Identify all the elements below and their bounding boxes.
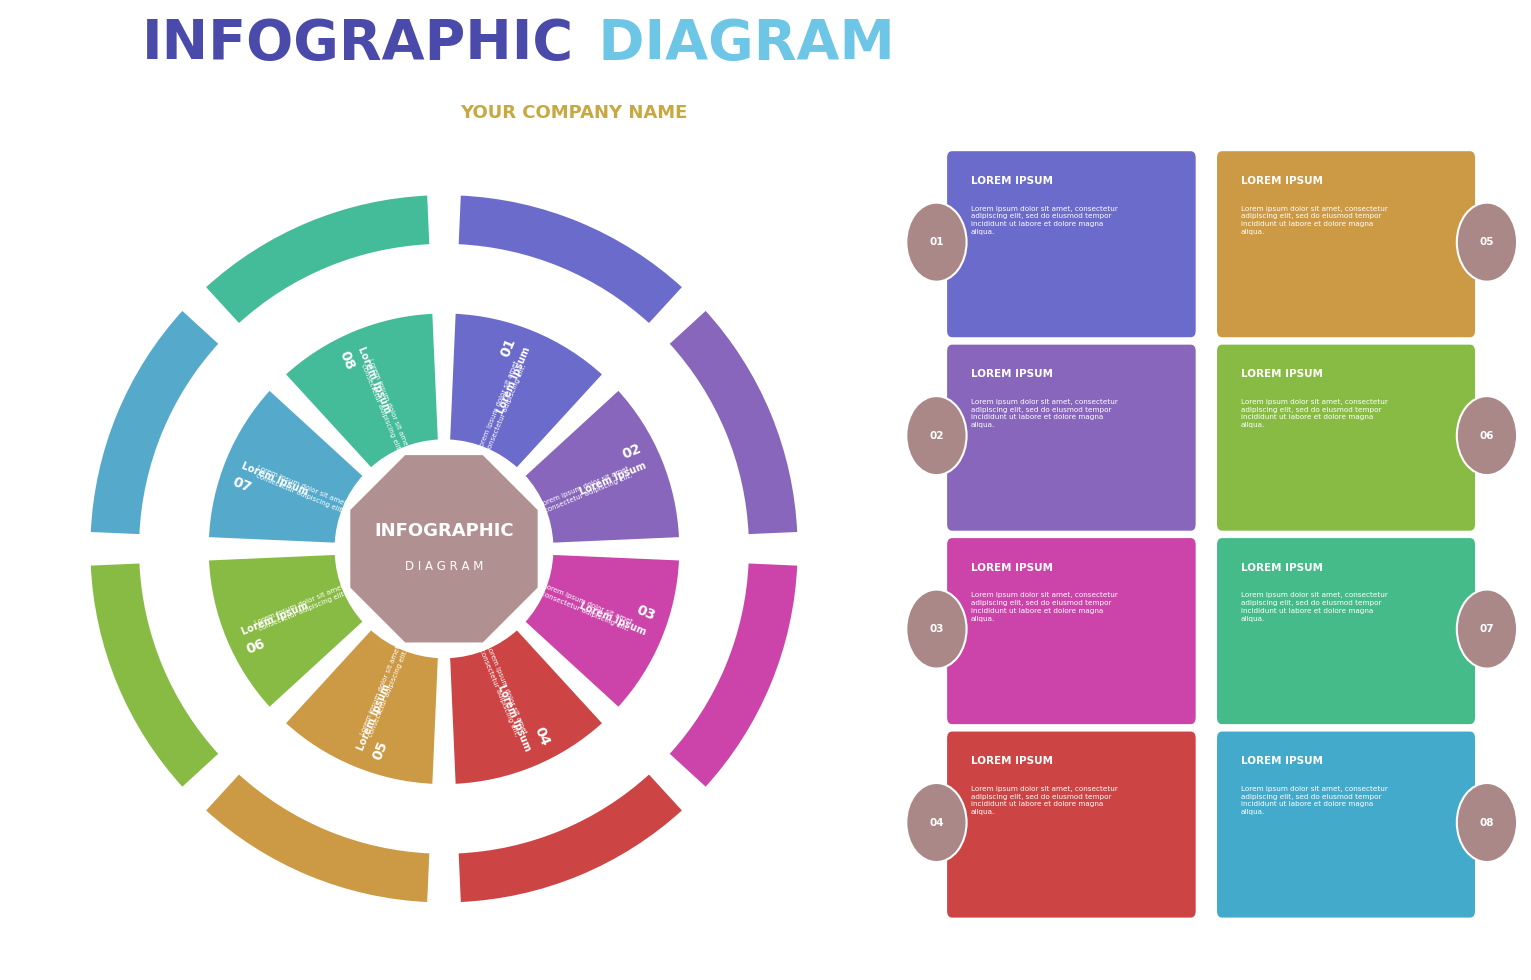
Wedge shape [208, 389, 364, 544]
FancyBboxPatch shape [1217, 345, 1474, 531]
Text: LOREM IPSUM: LOREM IPSUM [971, 175, 1053, 186]
Text: 03: 03 [929, 624, 943, 634]
Circle shape [1458, 396, 1517, 475]
Text: Lorem ipsum dolor sit amet, consectetur
adipiscing elit, sed do eiusmod tempor
i: Lorem ipsum dolor sit amet, consectetur … [971, 206, 1118, 235]
Text: Lorem Ipsum: Lorem Ipsum [496, 345, 533, 415]
Text: Lorem ipsum dolor sit amet, consectetur
adipiscing elit, sed do eiusmod tempor
i: Lorem ipsum dolor sit amet, consectetur … [1240, 786, 1387, 815]
Wedge shape [208, 554, 364, 709]
Text: Lorem Ipsum: Lorem Ipsum [579, 601, 648, 637]
Text: LOREM IPSUM: LOREM IPSUM [971, 369, 1053, 379]
Wedge shape [285, 313, 439, 469]
Text: LOREM IPSUM: LOREM IPSUM [1240, 369, 1323, 379]
Text: 07: 07 [1479, 624, 1494, 634]
Text: Lorem Ipsum: Lorem Ipsum [240, 601, 309, 637]
Text: Lorem Ipsum: Lorem Ipsum [355, 683, 392, 753]
Text: 02: 02 [620, 441, 643, 462]
Text: Lorem ipsum dolor sit amet, consectetur
adipiscing elit, sed do eiusmod tempor
i: Lorem ipsum dolor sit amet, consectetur … [971, 399, 1118, 428]
Text: 08: 08 [1479, 817, 1494, 827]
Text: 06: 06 [1479, 430, 1494, 441]
Text: 03: 03 [634, 603, 657, 623]
Text: Lorem Ipsum: Lorem Ipsum [496, 683, 533, 753]
Text: Lorem ipsum dolor sit amet, consectetur
adipiscing elit, sed do eiusmod tempor
i: Lorem ipsum dolor sit amet, consectetur … [1240, 399, 1387, 428]
Text: LOREM IPSUM: LOREM IPSUM [971, 563, 1053, 572]
Text: INFOGRAPHIC: INFOGRAPHIC [142, 17, 574, 71]
Text: Lorem ipsum dolor sit amet, consectetur
adipiscing elit, sed do eiusmod tempor
i: Lorem ipsum dolor sit amet, consectetur … [1240, 593, 1387, 621]
Text: 04: 04 [531, 725, 551, 749]
Text: LOREM IPSUM: LOREM IPSUM [1240, 175, 1323, 186]
Wedge shape [458, 194, 684, 325]
Wedge shape [204, 772, 430, 904]
Text: Lorem ipsum dolor sit amet,
consectetur adipiscing elit.: Lorem ipsum dolor sit amet, consectetur … [360, 643, 410, 740]
Text: Lorem ipsum dolor sit amet,
consectetur adipiscing elit.: Lorem ipsum dolor sit amet, consectetur … [360, 358, 410, 455]
Text: Lorem ipsum dolor sit amet,
consectetur adipiscing elit.: Lorem ipsum dolor sit amet, consectetur … [539, 465, 635, 515]
Text: YOUR COMPANY NAME: YOUR COMPANY NAME [461, 104, 687, 122]
Wedge shape [458, 772, 684, 904]
Text: Lorem ipsum dolor sit amet,
consectetur adipiscing elit.: Lorem ipsum dolor sit amet, consectetur … [253, 465, 349, 515]
FancyBboxPatch shape [948, 345, 1196, 531]
Wedge shape [89, 563, 220, 789]
FancyBboxPatch shape [1217, 151, 1474, 337]
Text: 04: 04 [929, 817, 943, 827]
Text: Lorem Ipsum: Lorem Ipsum [240, 461, 309, 497]
Wedge shape [524, 554, 680, 709]
Text: Lorem ipsum dolor sit amet, consectetur
adipiscing elit, sed do eiusmod tempor
i: Lorem ipsum dolor sit amet, consectetur … [1240, 206, 1387, 235]
Text: LOREM IPSUM: LOREM IPSUM [971, 757, 1053, 766]
Circle shape [1458, 590, 1517, 668]
Text: 01: 01 [929, 237, 943, 247]
Circle shape [906, 203, 966, 281]
Text: Lorem Ipsum: Lorem Ipsum [355, 345, 392, 415]
Text: 02: 02 [929, 430, 943, 441]
Circle shape [906, 783, 966, 862]
Circle shape [1458, 203, 1517, 281]
Text: 05: 05 [1479, 237, 1494, 247]
Text: Lorem ipsum dolor sit amet,
consectetur adipiscing elit.: Lorem ipsum dolor sit amet, consectetur … [253, 582, 349, 633]
Wedge shape [449, 313, 603, 469]
Wedge shape [668, 563, 799, 789]
Wedge shape [204, 194, 430, 325]
Text: LOREM IPSUM: LOREM IPSUM [1240, 757, 1323, 766]
Text: 08: 08 [337, 349, 357, 372]
Text: DIAGRAM: DIAGRAM [579, 17, 894, 71]
Circle shape [1458, 783, 1517, 862]
Wedge shape [285, 628, 439, 785]
FancyBboxPatch shape [1217, 731, 1474, 917]
Text: 06: 06 [245, 636, 268, 657]
FancyBboxPatch shape [948, 151, 1196, 337]
Text: Lorem ipsum dolor sit amet,
consectetur adipiscing elit.: Lorem ipsum dolor sit amet, consectetur … [478, 643, 528, 740]
Text: Lorem ipsum dolor sit amet,
consectetur adipiscing elit.: Lorem ipsum dolor sit amet, consectetur … [539, 582, 635, 633]
Wedge shape [524, 389, 680, 544]
Wedge shape [89, 309, 220, 535]
Text: 05: 05 [369, 739, 390, 762]
Text: 01: 01 [498, 335, 519, 359]
Text: 07: 07 [231, 474, 254, 495]
Circle shape [906, 590, 966, 668]
Text: Lorem ipsum dolor sit amet,
consectetur adipiscing elit.: Lorem ipsum dolor sit amet, consectetur … [478, 358, 528, 455]
Text: Lorem ipsum dolor sit amet, consectetur
adipiscing elit, sed do eiusmod tempor
i: Lorem ipsum dolor sit amet, consectetur … [971, 786, 1118, 815]
FancyBboxPatch shape [948, 731, 1196, 917]
Circle shape [906, 396, 966, 475]
FancyBboxPatch shape [948, 538, 1196, 724]
Wedge shape [449, 628, 603, 785]
Text: Lorem Ipsum: Lorem Ipsum [579, 461, 648, 497]
FancyBboxPatch shape [1217, 538, 1474, 724]
Text: LOREM IPSUM: LOREM IPSUM [1240, 563, 1323, 572]
Wedge shape [668, 309, 799, 535]
Text: D I A G R A M: D I A G R A M [404, 561, 484, 573]
Polygon shape [349, 454, 539, 644]
Text: INFOGRAPHIC: INFOGRAPHIC [374, 521, 514, 540]
Text: Lorem ipsum dolor sit amet, consectetur
adipiscing elit, sed do eiusmod tempor
i: Lorem ipsum dolor sit amet, consectetur … [971, 593, 1118, 621]
